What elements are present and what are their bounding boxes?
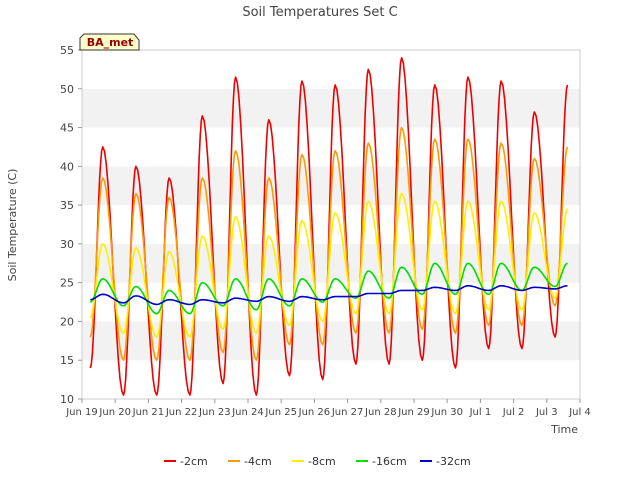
x-tick-label: Jul 2 — [502, 407, 525, 418]
legend-label: -32cm — [436, 455, 471, 468]
y-tick-label: 25 — [60, 277, 74, 290]
x-axis-label: Time — [550, 423, 578, 436]
y-axis-label: Soil Temperature (C) — [6, 169, 19, 282]
grid-band — [82, 360, 580, 399]
site-label-box: BA_met — [79, 33, 140, 51]
y-tick-label: 35 — [60, 199, 74, 212]
y-tick-label: 15 — [60, 354, 74, 367]
x-tick-label: Jul 4 — [568, 407, 591, 418]
x-tick-label: Jun 20 — [98, 407, 131, 418]
y-tick-label: 45 — [60, 122, 74, 135]
grid-band — [82, 321, 580, 361]
legend-label: -16cm — [372, 455, 407, 468]
grid-band — [82, 88, 580, 128]
x-tick-label: Jun 21 — [132, 407, 165, 418]
series-lines — [89, 56, 569, 396]
legend-label: -4cm — [244, 455, 272, 468]
legend-label: -2cm — [180, 455, 208, 468]
site-label: BA_met — [87, 36, 134, 49]
x-tick-label: Jun 30 — [430, 407, 463, 418]
x-axis-ticks: Jun 19 Jun 20 Jun 21 Jun 22 Jun 23 Jun 24 Jun … — [65, 399, 591, 418]
y-tick-label: 10 — [60, 393, 74, 406]
x-tick-label: Jun 23 — [198, 407, 231, 418]
series-line-minus-8cm — [89, 192, 569, 338]
x-tick-label: Jun 28 — [364, 407, 397, 418]
plot-frame — [81, 49, 581, 400]
x-tick-label: Jun 24 — [231, 407, 264, 418]
y-tick-label: 20 — [60, 315, 74, 328]
x-tick-label: Jun 27 — [331, 407, 364, 418]
y-tick-label: 30 — [60, 238, 74, 251]
x-tick-label: Jun 25 — [264, 407, 297, 418]
grid-band — [82, 50, 580, 89]
series-line-minus-4cm — [89, 126, 569, 362]
x-tick-label: Jun 29 — [397, 407, 430, 418]
x-tick-label: Jun 19 — [65, 407, 98, 418]
series-line-minus-16cm — [90, 262, 568, 315]
y-tick-label: 50 — [60, 83, 74, 96]
x-tick-label: Jun 26 — [298, 407, 331, 418]
y-axis-ticks: 10 15 20 25 30 35 40 45 50 55 — [60, 44, 82, 406]
y-tick-label: 55 — [60, 44, 74, 57]
x-tick-label: Jul 1 — [469, 407, 492, 418]
grid-band — [82, 282, 580, 322]
x-tick-label: Jun 22 — [165, 407, 198, 418]
chart-title: Soil Temperatures Set C — [242, 5, 397, 20]
y-tick-label: 40 — [60, 160, 74, 173]
series-line-minus-32cm — [90, 284, 568, 306]
legend: -2cm -4cm -8cm -16cm -32cm — [164, 455, 471, 468]
legend-label: -8cm — [308, 455, 336, 468]
x-tick-label: Jul 3 — [535, 407, 558, 418]
